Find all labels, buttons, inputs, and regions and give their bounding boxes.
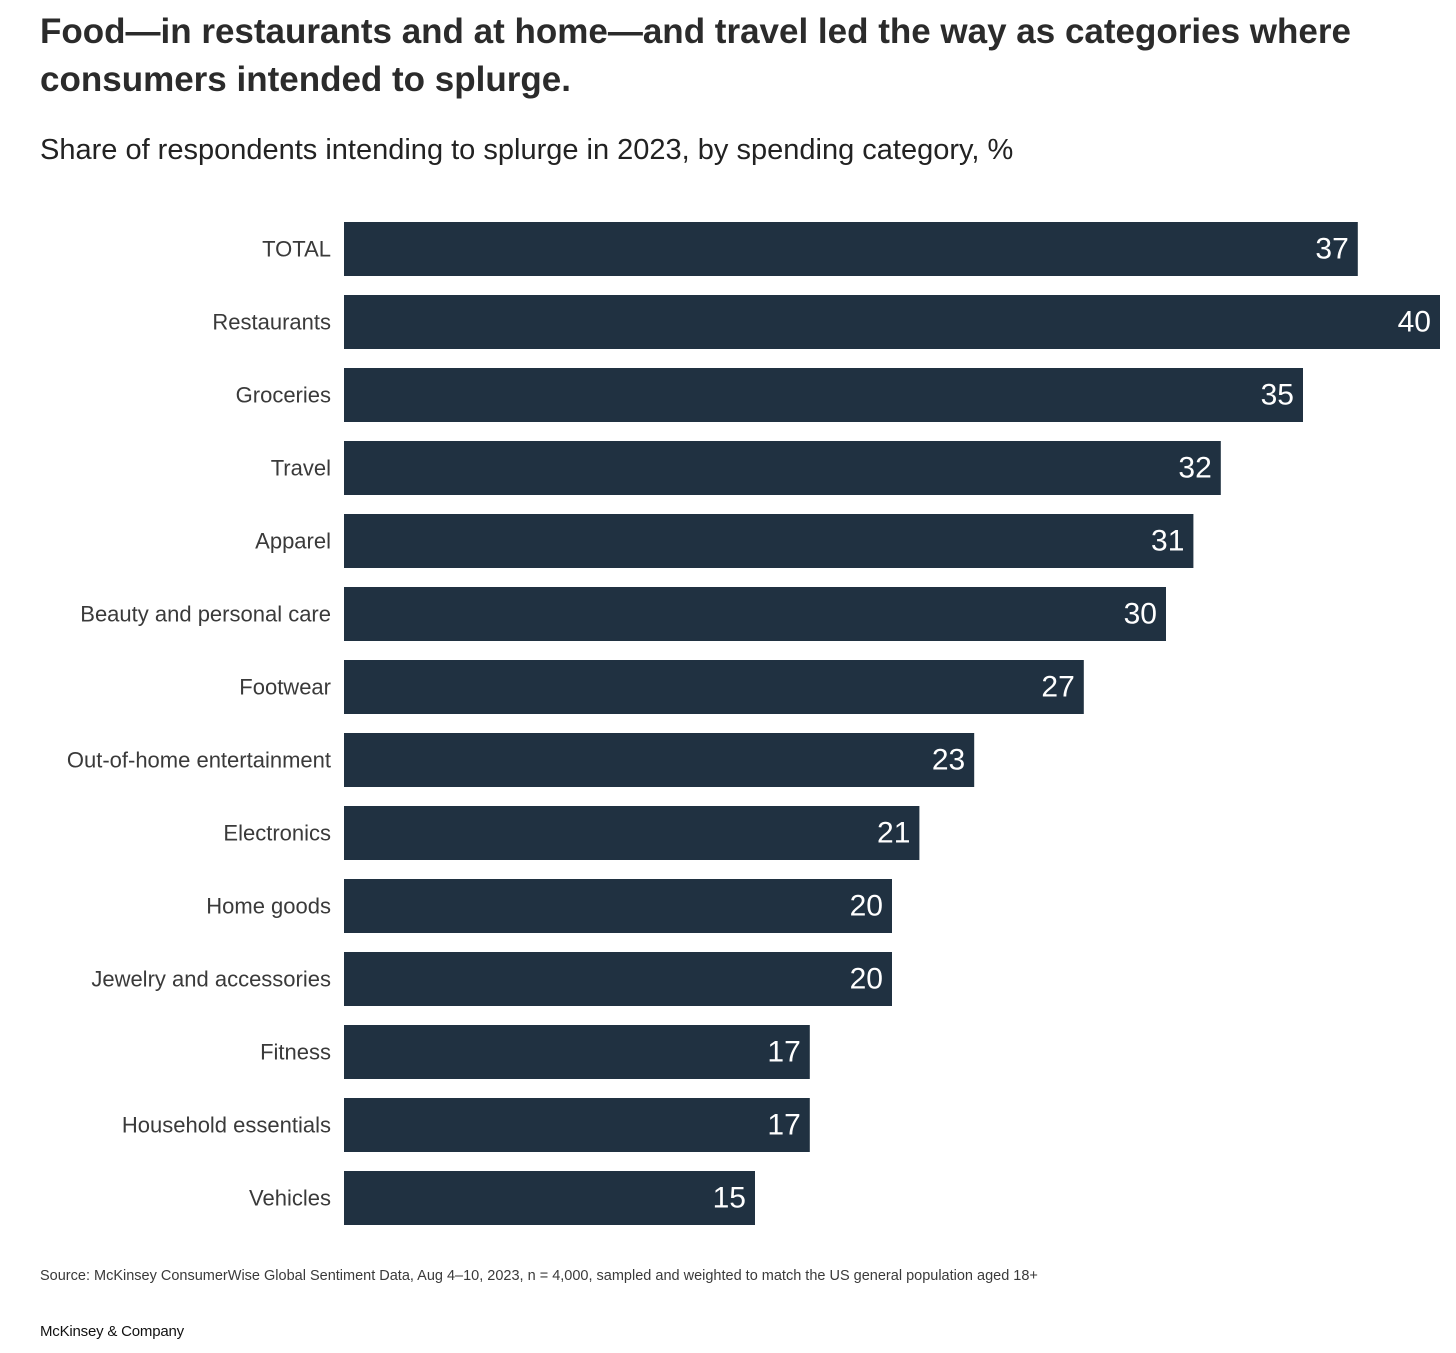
category-label-total: TOTAL — [262, 237, 331, 262]
value-label-out-of-home-entertainment: 23 — [932, 744, 965, 777]
value-label-beauty-and-personal-care: 30 — [1124, 598, 1157, 631]
bar-restaurants — [344, 295, 1440, 349]
bar-footwear — [344, 660, 1084, 714]
category-label-jewelry-and-accessories: Jewelry and accessories — [91, 967, 331, 992]
bar-household-essentials — [344, 1098, 810, 1152]
bar-fitness — [344, 1025, 810, 1079]
chart-subtitle: Share of respondents intending to splurg… — [40, 134, 1014, 166]
bars — [344, 222, 1440, 1225]
value-label-apparel: 31 — [1151, 525, 1184, 558]
bar-jewelry-and-accessories — [344, 952, 892, 1006]
bar-electronics — [344, 806, 920, 860]
value-label-total: 37 — [1315, 233, 1348, 266]
value-labels: 37 40 35 32 31 30 27 23 21 20 20 17 17 15 — [713, 233, 1431, 1215]
category-label-household-essentials: Household essentials — [122, 1113, 331, 1138]
value-label-travel: 32 — [1178, 452, 1211, 485]
category-label-home-goods: Home goods — [206, 894, 331, 919]
category-label-apparel: Apparel — [255, 529, 331, 554]
source-note: Source: McKinsey ConsumerWise Global Sen… — [40, 1268, 1038, 1284]
category-label-footwear: Footwear — [239, 675, 331, 700]
bar-beauty-and-personal-care — [344, 587, 1166, 641]
category-label-vehicles: Vehicles — [249, 1186, 331, 1211]
value-label-restaurants: 40 — [1398, 306, 1431, 339]
category-label-out-of-home-entertainment: Out-of-home entertainment — [67, 748, 331, 773]
bar-total — [344, 222, 1358, 276]
bar-apparel — [344, 514, 1194, 568]
value-label-groceries: 35 — [1261, 379, 1294, 412]
bar-home-goods — [344, 879, 892, 933]
bar-travel — [344, 441, 1221, 495]
brand-logo: McKinsey & Company — [40, 1323, 184, 1340]
category-label-groceries: Groceries — [236, 383, 331, 408]
category-label-travel: Travel — [271, 456, 331, 481]
value-label-vehicles: 15 — [713, 1182, 746, 1215]
value-label-jewelry-and-accessories: 20 — [850, 963, 883, 996]
category-label-fitness: Fitness — [260, 1040, 331, 1065]
chart-title: Food—in restaurants and at home—and trav… — [40, 12, 1351, 99]
bar-chart: TOTAL Restaurants Groceries Travel Apparel Be… — [67, 222, 1440, 1225]
category-label-electronics: Electronics — [223, 821, 331, 846]
value-label-electronics: 21 — [877, 817, 910, 850]
bar-vehicles — [344, 1171, 755, 1225]
category-label-beauty-and-personal-care: Beauty and personal care — [80, 602, 331, 627]
value-label-household-essentials: 17 — [767, 1109, 800, 1142]
value-label-fitness: 17 — [767, 1036, 800, 1069]
bar-groceries — [344, 368, 1303, 422]
category-label-restaurants: Restaurants — [212, 310, 331, 335]
value-label-footwear: 27 — [1041, 671, 1074, 704]
category-labels: TOTAL Restaurants Groceries Travel Apparel Be… — [67, 237, 331, 1211]
bar-out-of-home-entertainment — [344, 733, 975, 787]
value-label-home-goods: 20 — [850, 890, 883, 923]
